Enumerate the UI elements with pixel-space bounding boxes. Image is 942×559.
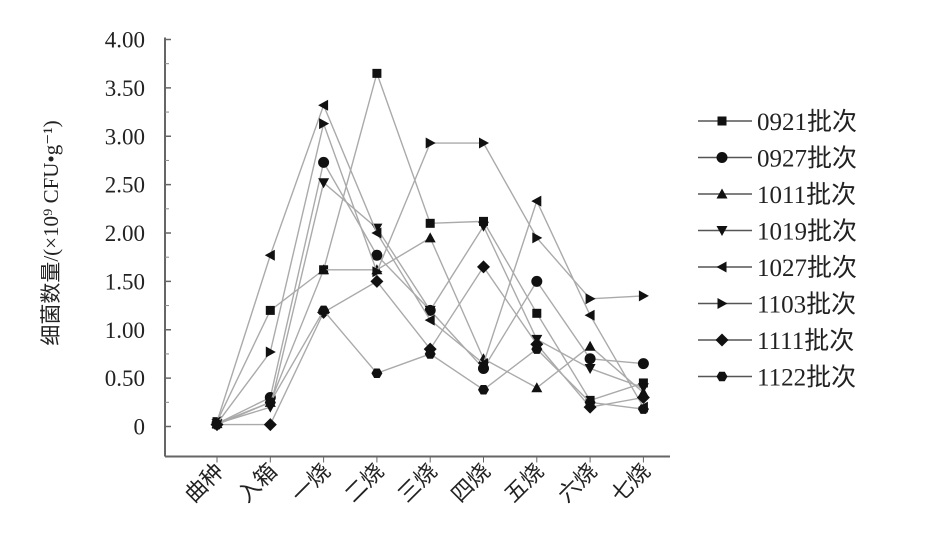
- legend-marker: [717, 298, 728, 309]
- y-tick-label: 3.50: [105, 76, 145, 101]
- series-1122批次: [211, 305, 649, 430]
- data-point: [585, 293, 596, 305]
- series-1111批次: [210, 260, 650, 432]
- legend-label: 1111批次: [757, 327, 854, 355]
- x-tick-label: 六烧: [553, 458, 602, 507]
- data-point: [478, 358, 488, 370]
- x-tick-label: 四烧: [446, 458, 495, 507]
- x-tick-label: 曲种: [180, 458, 229, 507]
- data-point: [637, 404, 649, 414]
- data-point: [370, 274, 384, 288]
- series-line: [216, 121, 644, 425]
- data-point: [478, 221, 489, 232]
- data-point: [584, 397, 596, 408]
- y-axis-label: 细菌数量/(×10⁹ CFU•g⁻¹): [39, 120, 63, 345]
- data-point: [638, 378, 648, 388]
- data-point: [318, 99, 329, 111]
- data-point: [531, 275, 543, 287]
- series-line: [216, 236, 644, 425]
- y-tick-label: 3.00: [105, 124, 145, 149]
- data-point: [532, 232, 543, 244]
- y-tick-label: 2.50: [105, 173, 145, 198]
- legend-marker: [716, 226, 728, 236]
- data-point: [424, 314, 435, 326]
- data-point: [531, 195, 542, 207]
- data-point: [478, 384, 489, 395]
- data-point: [584, 309, 595, 321]
- data-point: [532, 308, 542, 318]
- x-tick-label: 一烧: [286, 458, 335, 507]
- data-point: [372, 68, 382, 78]
- data-point: [265, 346, 276, 358]
- legend-label: 0921批次: [757, 108, 857, 136]
- data-point: [424, 305, 436, 316]
- legend-label: 1103批次: [757, 291, 856, 319]
- data-point: [371, 227, 382, 239]
- legend-label: 1011批次: [757, 181, 856, 209]
- legend-label: 1122批次: [757, 364, 856, 392]
- data-point: [636, 390, 650, 404]
- data-point: [479, 137, 489, 149]
- data-point: [318, 178, 330, 189]
- y-tick-label: 2.00: [105, 221, 145, 246]
- x-tick-label: 五烧: [500, 458, 549, 507]
- y-tick-label: 1.00: [105, 318, 145, 343]
- data-point: [425, 137, 436, 149]
- x-tick-label: 三烧: [393, 458, 442, 507]
- data-point: [371, 368, 383, 379]
- data-point: [584, 363, 596, 374]
- legend-marker: [715, 333, 729, 347]
- y-tick-label: 0.50: [105, 366, 145, 391]
- series-line: [216, 309, 644, 426]
- data-point: [318, 156, 330, 168]
- data-point: [531, 382, 543, 393]
- legend-label: 1027批次: [757, 254, 857, 282]
- y-tick-label: 0: [134, 415, 146, 440]
- legend-marker: [716, 188, 728, 199]
- x-tick-label: 二烧: [340, 458, 389, 507]
- data-point: [638, 290, 649, 302]
- data-point: [372, 266, 383, 278]
- series-1103批次: [212, 118, 649, 430]
- data-point: [424, 232, 436, 243]
- legend-marker: [716, 261, 727, 273]
- data-point: [637, 383, 649, 394]
- data-point: [319, 118, 330, 130]
- data-point: [264, 397, 276, 408]
- legend-label: 0927批次: [757, 145, 857, 173]
- data-point: [318, 305, 330, 316]
- legend-label: 1019批次: [757, 218, 857, 246]
- data-point: [371, 249, 383, 261]
- data-point: [425, 218, 435, 228]
- data-point: [584, 353, 596, 365]
- data-point: [584, 340, 596, 351]
- legend-marker: [716, 152, 728, 163]
- series-line: [216, 71, 644, 422]
- y-tick-label: 4.00: [105, 28, 145, 53]
- legend-marker: [716, 371, 728, 382]
- x-tick-label: 入箱: [233, 458, 282, 507]
- data-point: [637, 358, 649, 370]
- y-tick-label: 1.50: [105, 269, 145, 294]
- data-point: [424, 349, 436, 359]
- data-point: [265, 305, 275, 315]
- data-point: [477, 260, 490, 274]
- legend-marker: [717, 116, 727, 126]
- data-point: [479, 216, 488, 226]
- data-point: [211, 419, 223, 430]
- x-tick-label: 七烧: [606, 458, 655, 507]
- data-point: [318, 264, 330, 275]
- data-point: [531, 344, 543, 354]
- data-point: [263, 418, 277, 432]
- data-point: [264, 249, 275, 261]
